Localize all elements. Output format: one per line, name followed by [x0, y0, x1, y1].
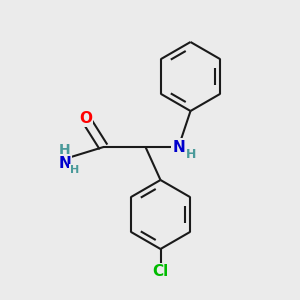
Text: H: H	[186, 148, 196, 161]
Text: N: N	[58, 156, 71, 171]
Text: N: N	[172, 140, 185, 154]
Text: H: H	[70, 164, 79, 175]
Text: Cl: Cl	[152, 264, 169, 279]
Text: O: O	[79, 111, 92, 126]
Text: H: H	[59, 143, 70, 157]
